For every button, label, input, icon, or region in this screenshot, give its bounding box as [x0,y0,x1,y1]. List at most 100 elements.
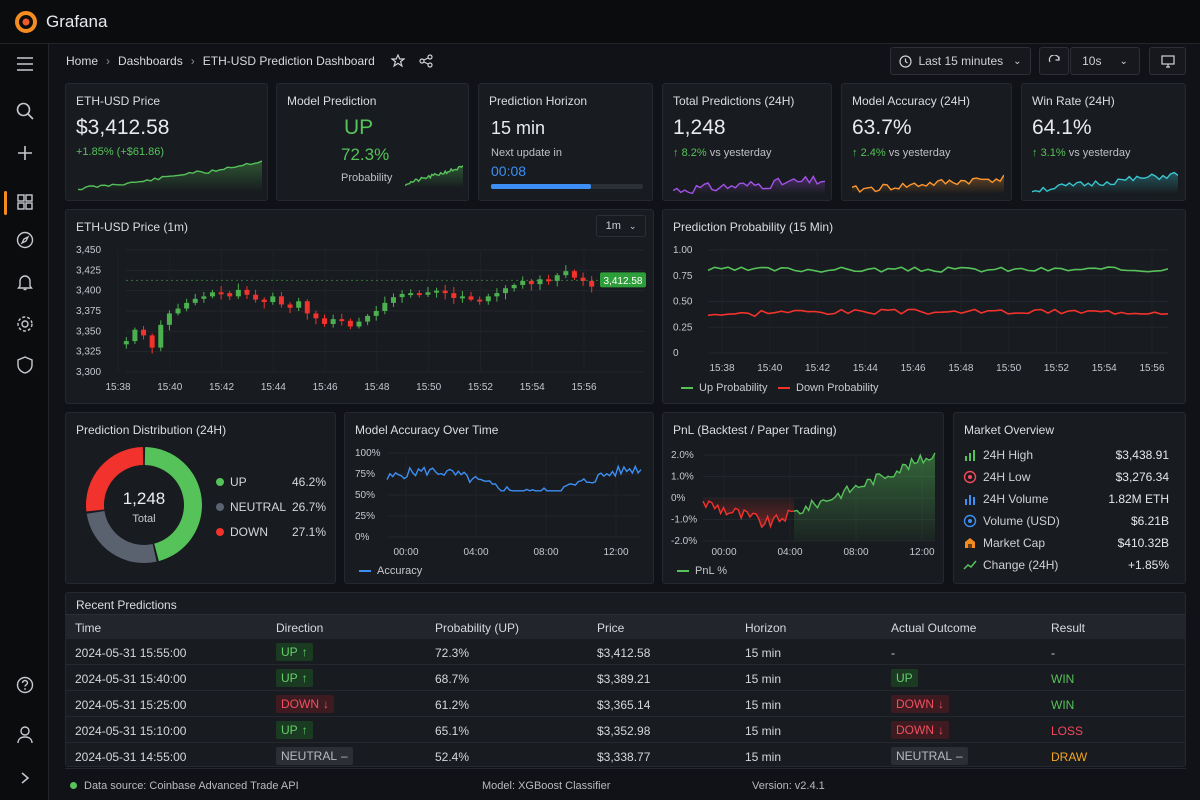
y-tick-label: 1.0% [671,472,694,483]
explore-icon[interactable] [13,228,37,252]
cell-time: 2024-05-31 14:55:00 [75,750,187,764]
candle-body [485,296,491,302]
tv-mode-button[interactable] [1149,47,1186,75]
x-tick-label: 08:00 [843,547,868,558]
menu-icon[interactable] [13,52,37,76]
y-tick-label: 3,325 [76,347,101,358]
donut-total: 1,248 [122,489,166,508]
x-tick-label: 15:50 [416,382,441,393]
refresh-interval-picker[interactable]: 10s ⌄ [1070,47,1140,75]
panel-title: ETH-USD Price (1m) [76,220,189,234]
donut-slice-down [86,447,144,512]
user-icon[interactable] [13,723,37,747]
sparkline-area [1032,172,1178,194]
x-tick-label: 04:00 [463,547,488,558]
arrow-up-icon: ↑ [852,147,861,159]
pnl-negative-area [703,498,795,528]
outcome-badge: NEUTRAL – [891,747,968,765]
table-row[interactable]: 2024-05-31 15:55:00 UP ↑ 72.3% $3,412.58… [65,639,1186,665]
column-header[interactable]: Direction [276,621,324,635]
legend-down[interactable]: Down Probability [778,382,879,394]
star-icon[interactable] [390,54,405,68]
brand[interactable]: Grafana [14,10,107,34]
candle-body [365,315,371,322]
share-icon[interactable] [419,54,433,68]
interval-select[interactable]: 1m ⌄ [596,215,646,237]
breadcrumb-dashboards[interactable]: Dashboards [118,54,183,68]
column-header[interactable]: Horizon [745,621,787,635]
distribution-pct: 26.7% [291,500,326,514]
legend-pnl[interactable]: PnL % [677,565,727,577]
candle-body [192,298,198,303]
plus-icon[interactable] [13,141,37,165]
legend-up[interactable]: Up Probability [681,382,767,394]
table-header: Time Direction Probability (UP) Price Ho… [65,614,1186,639]
market-row-low: 24H Low $3,276.34 [963,468,1169,486]
candle-body [227,293,233,297]
distribution-pct: 46.2% [291,475,326,489]
shield-icon[interactable] [13,353,37,377]
market-row-volume: 24H Volume 1.82M ETH [963,490,1169,508]
horizon-value: 15 min [491,118,546,138]
countdown: 00:08 [491,163,527,179]
candle-body [184,302,190,309]
table-row[interactable]: 2024-05-31 14:55:00 NEUTRAL – 52.4% $3,3… [65,743,1186,769]
distribution-label: UP [230,475,247,489]
distribution-pct: 27.1% [291,525,326,539]
cell-time: 2024-05-31 15:25:00 [75,698,187,712]
cell-price: $3,389.21 [597,672,651,686]
candle-body [253,294,259,300]
breadcrumb-home[interactable]: Home [66,54,99,68]
y-tick-label: 3,375 [76,306,101,317]
legend-label: Down Probability [796,382,879,394]
candle-body [270,296,276,303]
candle-body [451,293,457,298]
dashboards-icon[interactable] [13,190,37,214]
settings-icon[interactable] [13,312,37,336]
legend-dot-icon [216,503,224,511]
alerts-icon[interactable] [13,270,37,294]
cell-time: 2024-05-31 15:55:00 [75,646,187,660]
market-cap-icon [965,538,975,548]
y-tick-label: 0% [355,532,370,543]
winrate-value: 64.1% [1032,116,1092,139]
x-tick-label: 15:38 [105,382,130,393]
market-value: $3,438.91 [1115,448,1169,462]
help-icon[interactable] [13,673,37,697]
refresh-button[interactable] [1039,47,1069,75]
table-row[interactable]: 2024-05-31 15:40:00 UP ↑ 68.7% $3,389.21… [65,665,1186,691]
x-tick-label: 04:00 [777,547,802,558]
candle-body [287,304,293,308]
cell-price: $3,338.77 [597,750,651,764]
candle-body [528,280,534,285]
legend-accuracy[interactable]: Accuracy [359,565,422,577]
cell-probability: 72.3% [435,646,470,660]
panel-title: PnL (Backtest / Paper Trading) [673,423,837,437]
time-range-picker[interactable]: Last 15 minutes ⌄ [890,47,1031,75]
column-header[interactable]: Probability (UP) [435,621,520,635]
time-range-label: Last 15 minutes [918,54,1004,68]
column-header[interactable]: Time [75,621,102,635]
search-icon[interactable] [13,99,37,123]
expand-icon[interactable] [13,766,37,790]
prediction-direction: UP [344,116,374,139]
column-header[interactable]: Price [597,621,625,635]
table-row[interactable]: 2024-05-31 15:10:00 UP ↑ 65.1% $3,352.98… [65,717,1186,743]
x-tick-label: 15:46 [313,382,338,393]
y-tick-label: 0 [673,348,679,359]
chevron-down-icon: ⌄ [1013,55,1022,67]
x-tick-label: 15:46 [901,363,926,374]
model-sparkline [405,165,463,188]
column-header[interactable]: Result [1051,621,1086,635]
table-row[interactable]: 2024-05-31 15:25:00 DOWN ↓ 61.2% $3,365.… [65,691,1186,717]
candle-body [209,292,215,297]
arrow-icon: ↓ [323,697,329,711]
accuracy-chart-panel: Model Accuracy Over Time 0% 25% 50% 75% 100%… [344,412,654,584]
distribution-donut [86,447,202,563]
price-value: $3,412.58 [76,116,170,139]
candlestick-chart: 3,300 3,325 3,350 3,375 3,400 3,425 3,450 15:38… [76,245,646,393]
sparkline-line [673,174,825,194]
column-header[interactable]: Actual Outcome [891,621,977,635]
cell-horizon: 15 min [745,698,782,712]
legend-swatch [778,387,790,389]
